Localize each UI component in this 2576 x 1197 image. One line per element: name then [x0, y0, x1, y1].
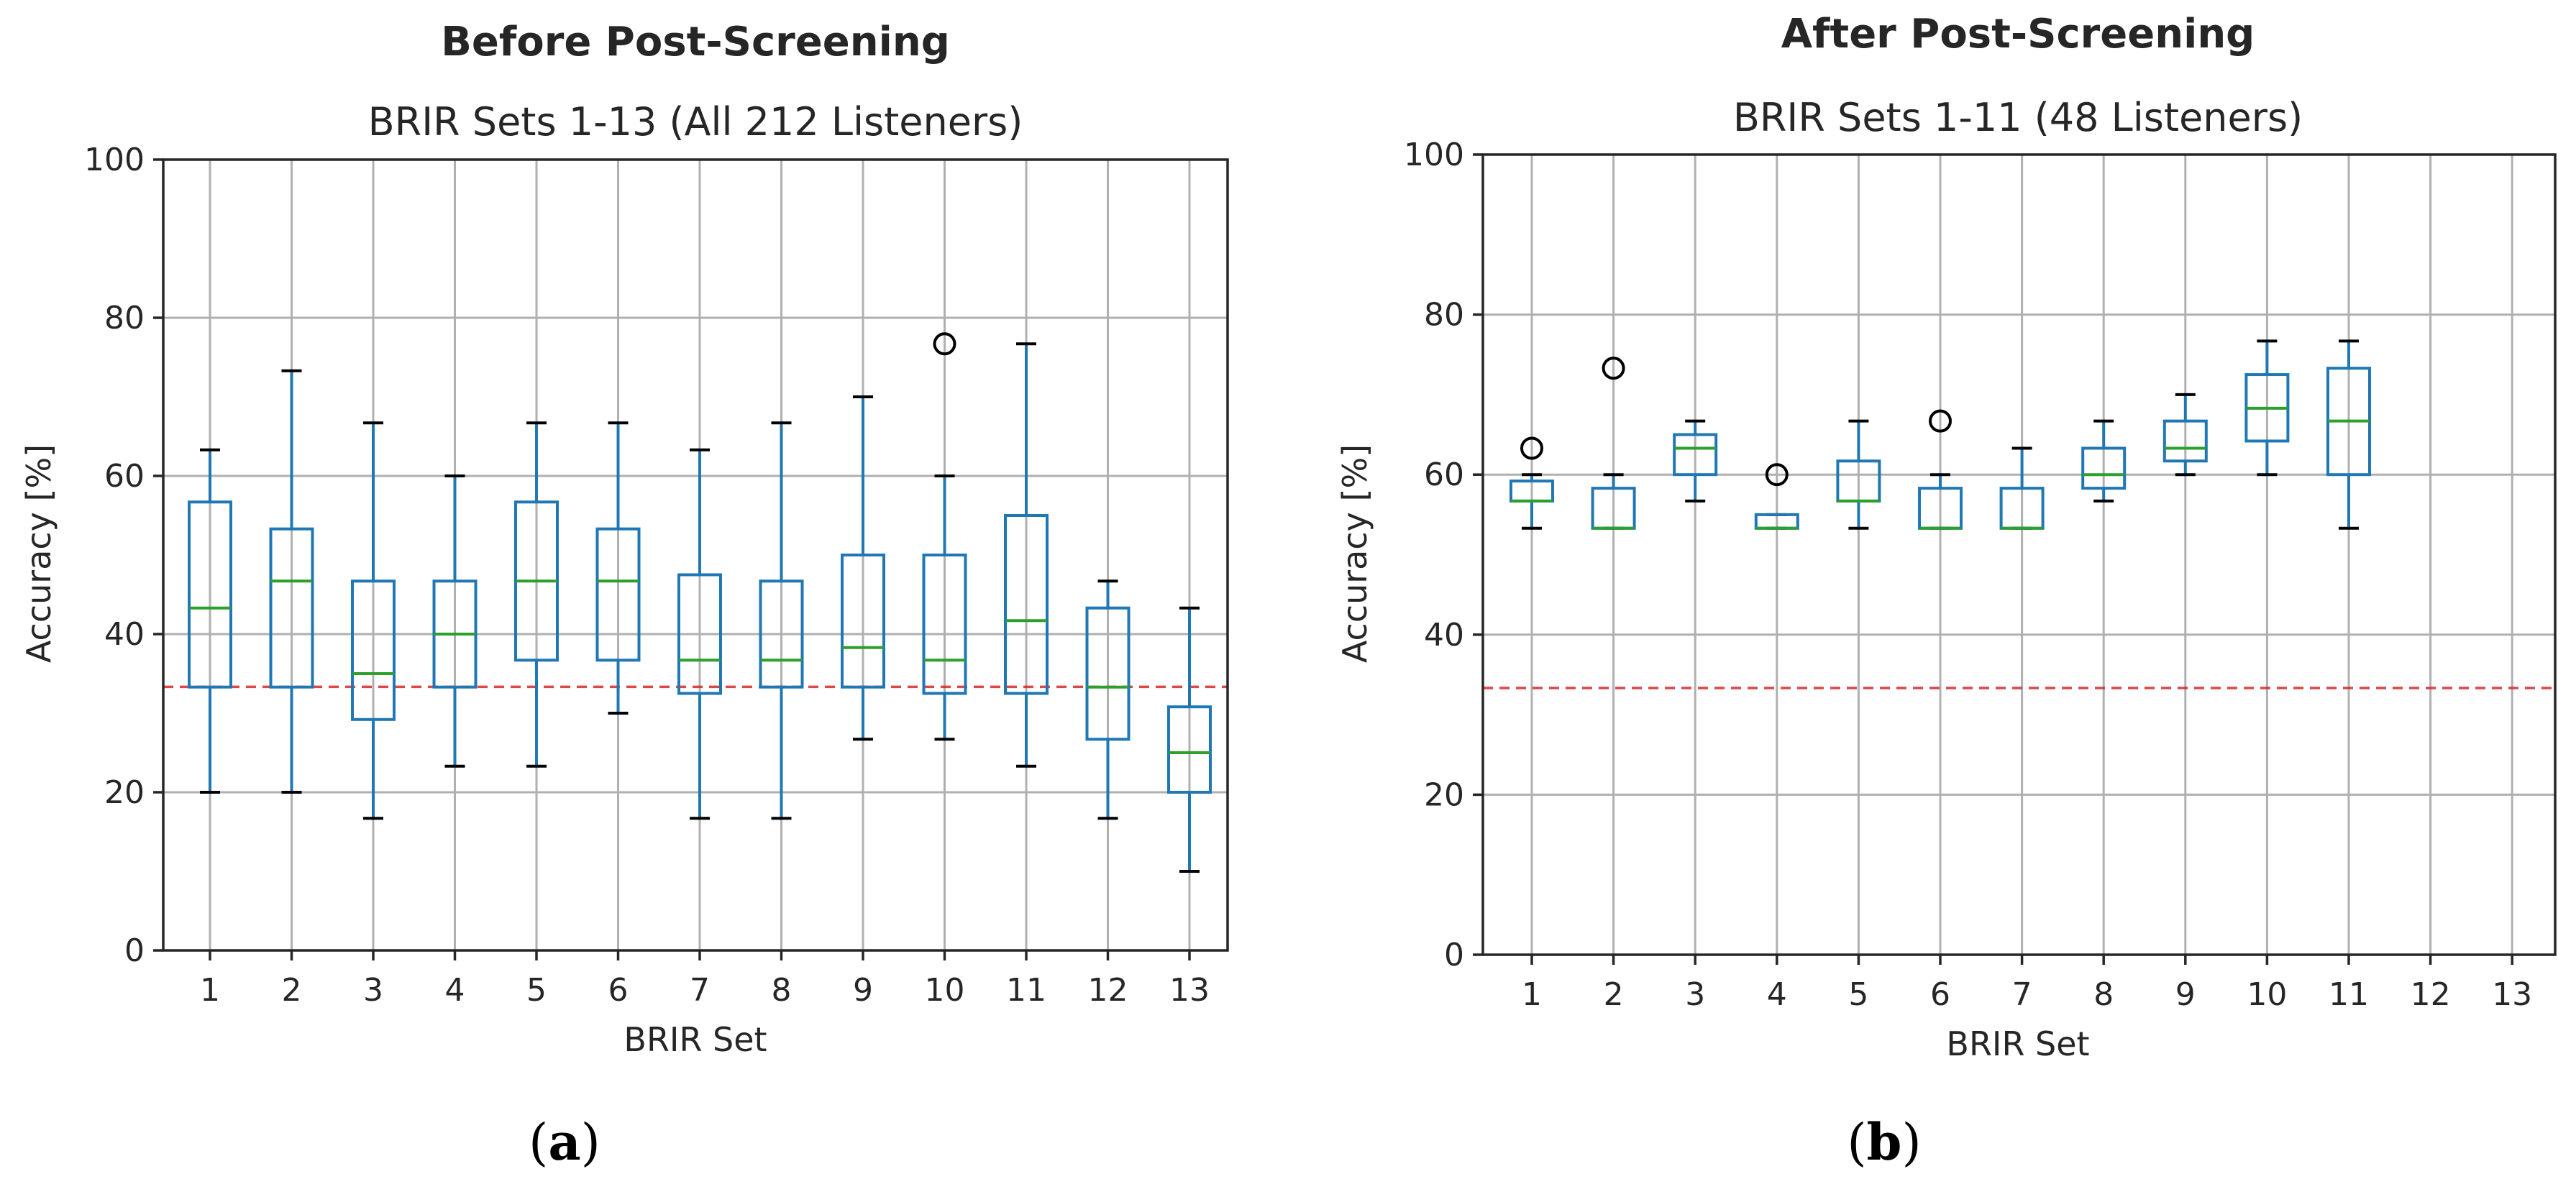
b-y-tick-label-0: 0: [1444, 937, 1464, 973]
b-x-tick-label-9: 9: [2175, 976, 2196, 1013]
b-x-tick-label-8: 8: [2093, 976, 2114, 1013]
a-box-group-9: [841, 395, 885, 741]
panel-a-subtitle: BRIR Sets 1-13 (All 212 Listeners): [368, 99, 1023, 145]
b-outlier-6-0: [1929, 409, 1952, 433]
b-x-tick-label-11: 11: [2329, 976, 2369, 1013]
b-box-9: [2162, 419, 2208, 463]
b-y-tick-label-20: 20: [1424, 776, 1464, 813]
b-box-8: [2081, 446, 2127, 490]
panel-b-title: After Post-Screening: [1781, 11, 2255, 58]
a-box-group-13: [1167, 606, 1212, 873]
b-x-tick-label-5: 5: [1848, 976, 1868, 1013]
a-box-group-10: [922, 332, 967, 741]
b-box-3: [1673, 433, 1718, 477]
b-y-tick-label-80: 80: [1424, 297, 1464, 334]
panel-a-y-axis-label: Accuracy [%]: [19, 444, 58, 663]
a-x-tick-label-10: 10: [925, 972, 965, 1009]
b-box-group-3: [1673, 419, 1718, 503]
a-box-group-11: [1004, 342, 1049, 768]
a-x-tick-label-5: 5: [526, 972, 547, 1009]
panel-b: After Post-Screening BRIR Sets 1-11 (48 …: [1335, 11, 2557, 1063]
b-x-tick-label-10: 10: [2247, 976, 2287, 1013]
a-box-11: [1004, 514, 1049, 695]
b-outlier-1-0: [1520, 436, 1543, 460]
a-box-12: [1085, 606, 1131, 741]
a-box-8: [759, 579, 804, 689]
a-box-group-3: [351, 421, 396, 820]
a-y-tick-label-40: 40: [104, 616, 145, 653]
b-box-group-7: [1999, 446, 2045, 530]
panel-a-title: Before Post-Screening: [441, 19, 950, 65]
a-x-tick-label-12: 12: [1088, 972, 1128, 1009]
a-box-6: [595, 527, 641, 662]
a-y-tick-label-100: 100: [84, 142, 145, 178]
b-outlier-2-0: [1602, 357, 1625, 380]
a-box-group-4: [432, 474, 478, 768]
b-x-tick-label-13: 13: [2492, 976, 2532, 1013]
a-x-tick-label-11: 11: [1006, 972, 1046, 1009]
b-x-tick-label-4: 4: [1767, 976, 1787, 1013]
b-x-tick-label-6: 6: [1930, 976, 1950, 1013]
b-y-tick-label-100: 100: [1404, 137, 1464, 173]
b-box-group-5: [1836, 419, 1881, 530]
a-x-tick-label-1: 1: [200, 972, 220, 1009]
b-box-group-4: [1754, 463, 1799, 530]
b-box-group-10: [2244, 339, 2290, 477]
a-x-tick-label-3: 3: [363, 972, 383, 1009]
a-box-group-5: [514, 421, 559, 768]
b-x-tick-label-7: 7: [2012, 976, 2032, 1013]
a-x-tick-label-9: 9: [853, 972, 873, 1009]
caption-b: (b): [1847, 1112, 1922, 1172]
a-box-13: [1167, 705, 1212, 794]
a-box-3: [351, 579, 396, 721]
a-x-tick-label-8: 8: [772, 972, 792, 1009]
a-x-tick-label-2: 2: [282, 972, 302, 1009]
b-box-group-1: [1509, 436, 1554, 530]
b-box-group-8: [2081, 419, 2127, 503]
panel-b-subtitle: BRIR Sets 1-11 (48 Listeners): [1733, 95, 2303, 140]
b-outlier-4-0: [1765, 463, 1789, 487]
panel-b-y-axis-label: Accuracy [%]: [1335, 444, 1374, 663]
a-y-tick-label-20: 20: [104, 774, 145, 811]
b-axes-frame: [1481, 153, 2557, 956]
b-y-tick-label-60: 60: [1424, 457, 1464, 493]
a-x-tick-label-4: 4: [445, 972, 465, 1009]
a-x-tick-label-6: 6: [608, 972, 629, 1009]
b-box-group-9: [2162, 393, 2208, 477]
b-box-group-6: [1918, 409, 1963, 530]
a-box-group-6: [595, 421, 641, 715]
b-x-tick-label-12: 12: [2411, 976, 2451, 1013]
b-x-tick-label-3: 3: [1685, 976, 1705, 1013]
a-box-group-8: [759, 421, 804, 820]
panel-b-x-axis-label: BRIR Set: [1946, 1024, 2089, 1063]
b-box-group-11: [2326, 339, 2371, 530]
a-x-tick-label-13: 13: [1169, 972, 1210, 1009]
b-box-group-2: [1591, 357, 1636, 530]
panel-a-x-axis-label: BRIR Set: [624, 1020, 767, 1059]
a-box-1: [188, 500, 232, 689]
a-y-tick-label-80: 80: [104, 300, 145, 336]
a-box-10: [922, 554, 967, 695]
b-x-tick-label-2: 2: [1604, 976, 1624, 1013]
caption-a: (a): [529, 1112, 600, 1172]
a-outlier-10-0: [933, 332, 956, 356]
a-box-group-1: [188, 448, 232, 794]
a-box-2: [269, 527, 314, 689]
a-box-group-7: [677, 448, 722, 820]
a-box-group-2: [269, 369, 314, 794]
a-y-tick-label-60: 60: [104, 458, 145, 495]
a-box-9: [841, 554, 885, 689]
a-axes-frame: [162, 158, 1229, 952]
a-y-tick-label-0: 0: [124, 932, 145, 969]
b-y-tick-label-40: 40: [1424, 617, 1464, 653]
b-x-tick-label-1: 1: [1522, 976, 1542, 1013]
a-box-group-12: [1085, 579, 1131, 820]
panel-a: Before Post-Screening BRIR Sets 1-13 (Al…: [19, 19, 1229, 1059]
a-box-7: [677, 573, 722, 695]
a-x-tick-label-7: 7: [690, 972, 710, 1009]
